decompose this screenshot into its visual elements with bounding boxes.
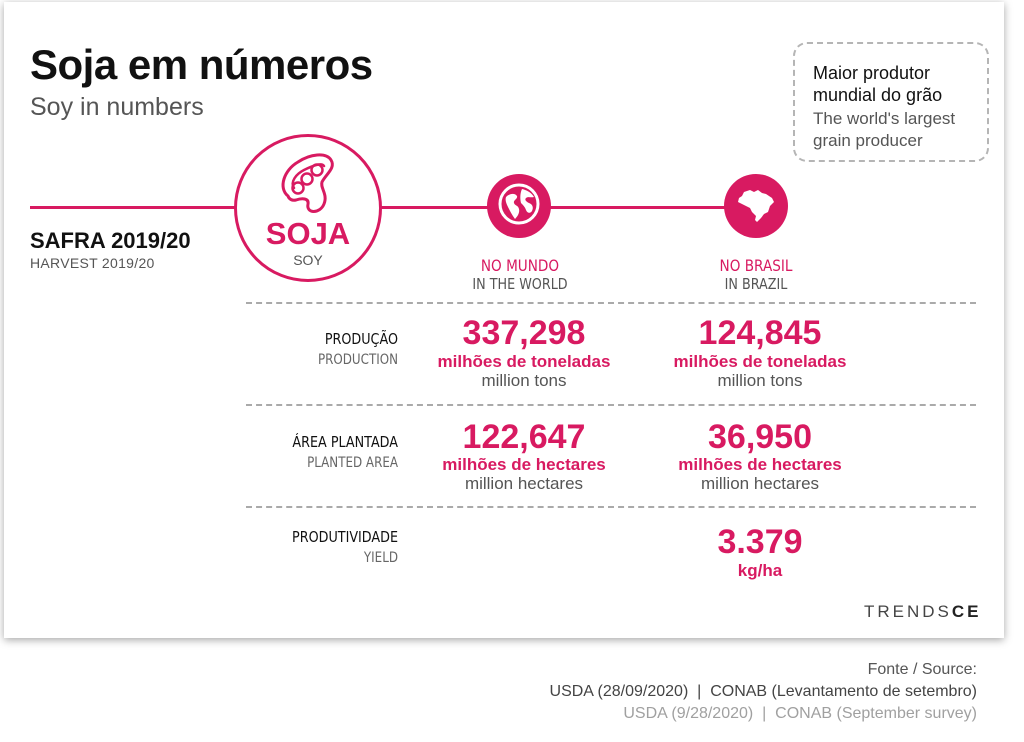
source-label: Fonte / Source: <box>867 661 977 678</box>
note-text-en: The world's largest grain producer <box>813 109 956 150</box>
world-production-unit-en: million tons <box>481 371 567 390</box>
brazil-circle <box>724 174 788 238</box>
brand-logo-part2: CE <box>951 602 982 621</box>
brazil-area-unit-en: million hectares <box>700 474 820 493</box>
infographic-card <box>4 2 1004 638</box>
harvest-subtitle: HARVEST 2019/20 <box>30 255 155 271</box>
brazil-production-unit: milhões de toneladas <box>673 352 847 371</box>
row-label-area-en: PLANTED AREA <box>307 455 398 471</box>
globe-icon <box>498 183 540 230</box>
world-area-unit: milhões de hectares <box>442 455 606 474</box>
world-production-unit: milhões de toneladas <box>437 352 611 371</box>
brazil-yield-unit: kg/ha <box>737 561 783 580</box>
brazil-production-unit-en: million tons <box>717 371 803 390</box>
column-header-world-en: IN THE WORLD <box>472 275 568 293</box>
page-title: Soja em números <box>30 41 373 88</box>
column-header-brazil: NO BRASIL <box>719 256 793 275</box>
brazil-yield-value: 3.379 <box>717 523 803 561</box>
column-header-world: NO MUNDO <box>480 256 560 275</box>
harvest-title: SAFRA 2019/20 <box>30 228 191 253</box>
crop-label-en: SOY <box>293 252 323 268</box>
soybean-pod-icon <box>276 148 342 223</box>
world-area-value: 122,647 <box>462 418 586 456</box>
timeline-line-right <box>380 206 760 209</box>
source-text-pt: USDA (28/09/2020) | CONAB (Levantamento … <box>549 683 977 700</box>
note-text-pt: Maior produtor mundial do grão <box>813 63 943 105</box>
crop-label: SOJA <box>265 216 351 251</box>
world-area-unit-en: million hectares <box>464 474 584 493</box>
row-label-yield-en: YIELD <box>363 550 398 566</box>
row-label-yield: PRODUTIVIDADE <box>292 528 398 546</box>
brazil-production-value: 124,845 <box>698 314 822 352</box>
source-text-en: USDA (9/28/2020) | CONAB (September surv… <box>623 705 977 722</box>
column-header-brazil-en: IN BRAZIL <box>724 275 788 293</box>
brand-logo: TRENDSCE <box>864 603 982 620</box>
row-separator <box>246 404 976 406</box>
brazil-area-unit: milhões de hectares <box>678 455 842 474</box>
row-separator <box>246 506 976 508</box>
row-label-production-en: PRODUCTION <box>317 352 398 368</box>
row-label-area: ÁREA PLANTADA <box>292 433 398 451</box>
timeline-line-left <box>30 206 236 209</box>
row-label-production: PRODUÇÃO <box>324 330 398 348</box>
note-box <box>793 42 989 162</box>
brazil-map-icon <box>734 182 778 231</box>
row-separator <box>246 302 976 304</box>
brand-logo-part1: TRENDS <box>864 602 952 621</box>
world-production-value: 337,298 <box>462 314 586 352</box>
brazil-area-value: 36,950 <box>708 418 812 456</box>
world-circle <box>487 174 551 238</box>
page-subtitle: Soy in numbers <box>30 93 204 121</box>
